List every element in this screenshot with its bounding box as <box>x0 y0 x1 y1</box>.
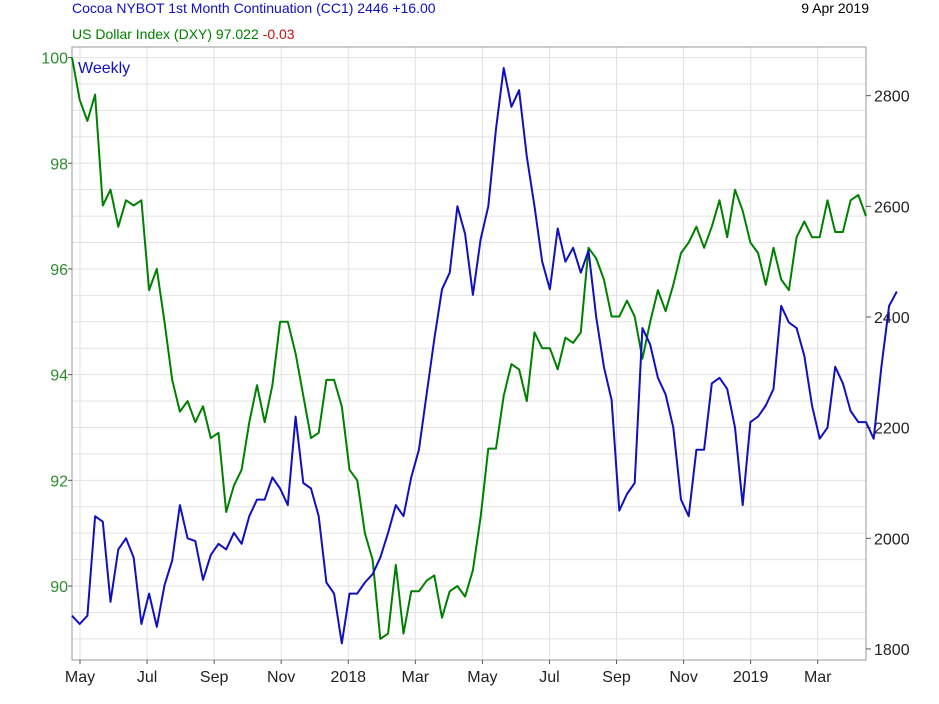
cocoa-series-header: Cocoa NYBOT 1st Month Continuation (CC1)… <box>72 0 436 16</box>
right-tick-label: 1800 <box>874 642 910 659</box>
dxy-change: -0.03 <box>262 26 295 42</box>
right-tick-label: 2000 <box>874 531 910 548</box>
plot-frame <box>71 46 867 661</box>
right-tick-label: 2200 <box>874 421 910 438</box>
x-tick-label: Mar <box>402 669 430 686</box>
cocoa-series-line <box>71 67 898 645</box>
right-tick-label: 2400 <box>874 310 910 327</box>
dxy-series-line <box>71 57 867 640</box>
chart-date: 9 Apr 2019 <box>801 0 869 16</box>
dxy-series-header: US Dollar Index (DXY) 97.022 -0.03 <box>72 26 295 42</box>
series-lines <box>71 57 898 645</box>
x-tick-label: Nov <box>267 669 295 686</box>
x-tick-label: Jul <box>539 669 559 686</box>
right-tick-label: 2800 <box>874 89 910 106</box>
x-tick-label: Mar <box>804 669 832 686</box>
x-tick-label: Nov <box>669 669 697 686</box>
left-tick-label: 92 <box>50 473 68 490</box>
x-tick-label: 2018 <box>330 669 366 686</box>
grid-lines <box>72 47 866 660</box>
x-tick-label: May <box>467 669 497 686</box>
x-tick-label: 2019 <box>733 669 769 686</box>
x-tick-label: Sep <box>602 669 631 686</box>
left-tick-label: 90 <box>50 579 68 596</box>
right-tick-label: 2600 <box>874 199 910 216</box>
left-tick-label: 98 <box>50 156 68 173</box>
x-tick-label: Sep <box>200 669 229 686</box>
left-tick-label: 94 <box>50 368 68 385</box>
axes: May Jul Sep Nov 2018 Mar May Jul Sep Nov 2019 Mar 90… <box>41 51 909 686</box>
x-tick-label: Jul <box>137 669 157 686</box>
left-tick-label: 96 <box>50 262 68 279</box>
dxy-series-label: US Dollar Index (DXY) 97.022 <box>72 26 259 42</box>
left-tick-label: 100 <box>41 51 68 68</box>
x-tick-label: May <box>65 669 95 686</box>
weekly-annotation: Weekly <box>78 60 130 77</box>
